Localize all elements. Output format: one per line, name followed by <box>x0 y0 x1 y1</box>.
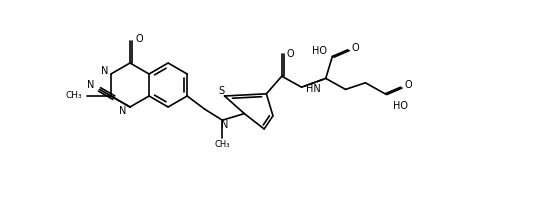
Text: N: N <box>100 66 108 76</box>
Text: HO: HO <box>393 101 408 111</box>
Text: O: O <box>405 80 412 90</box>
Text: HO: HO <box>312 46 327 57</box>
Text: CH₃: CH₃ <box>215 140 230 149</box>
Text: O: O <box>352 43 360 53</box>
Text: S: S <box>219 86 225 96</box>
Text: N: N <box>87 80 94 90</box>
Text: CH₃: CH₃ <box>65 92 82 101</box>
Text: HN: HN <box>306 84 320 94</box>
Text: N: N <box>119 106 126 116</box>
Text: N: N <box>221 120 228 130</box>
Text: O: O <box>135 34 143 44</box>
Text: O: O <box>287 49 294 59</box>
